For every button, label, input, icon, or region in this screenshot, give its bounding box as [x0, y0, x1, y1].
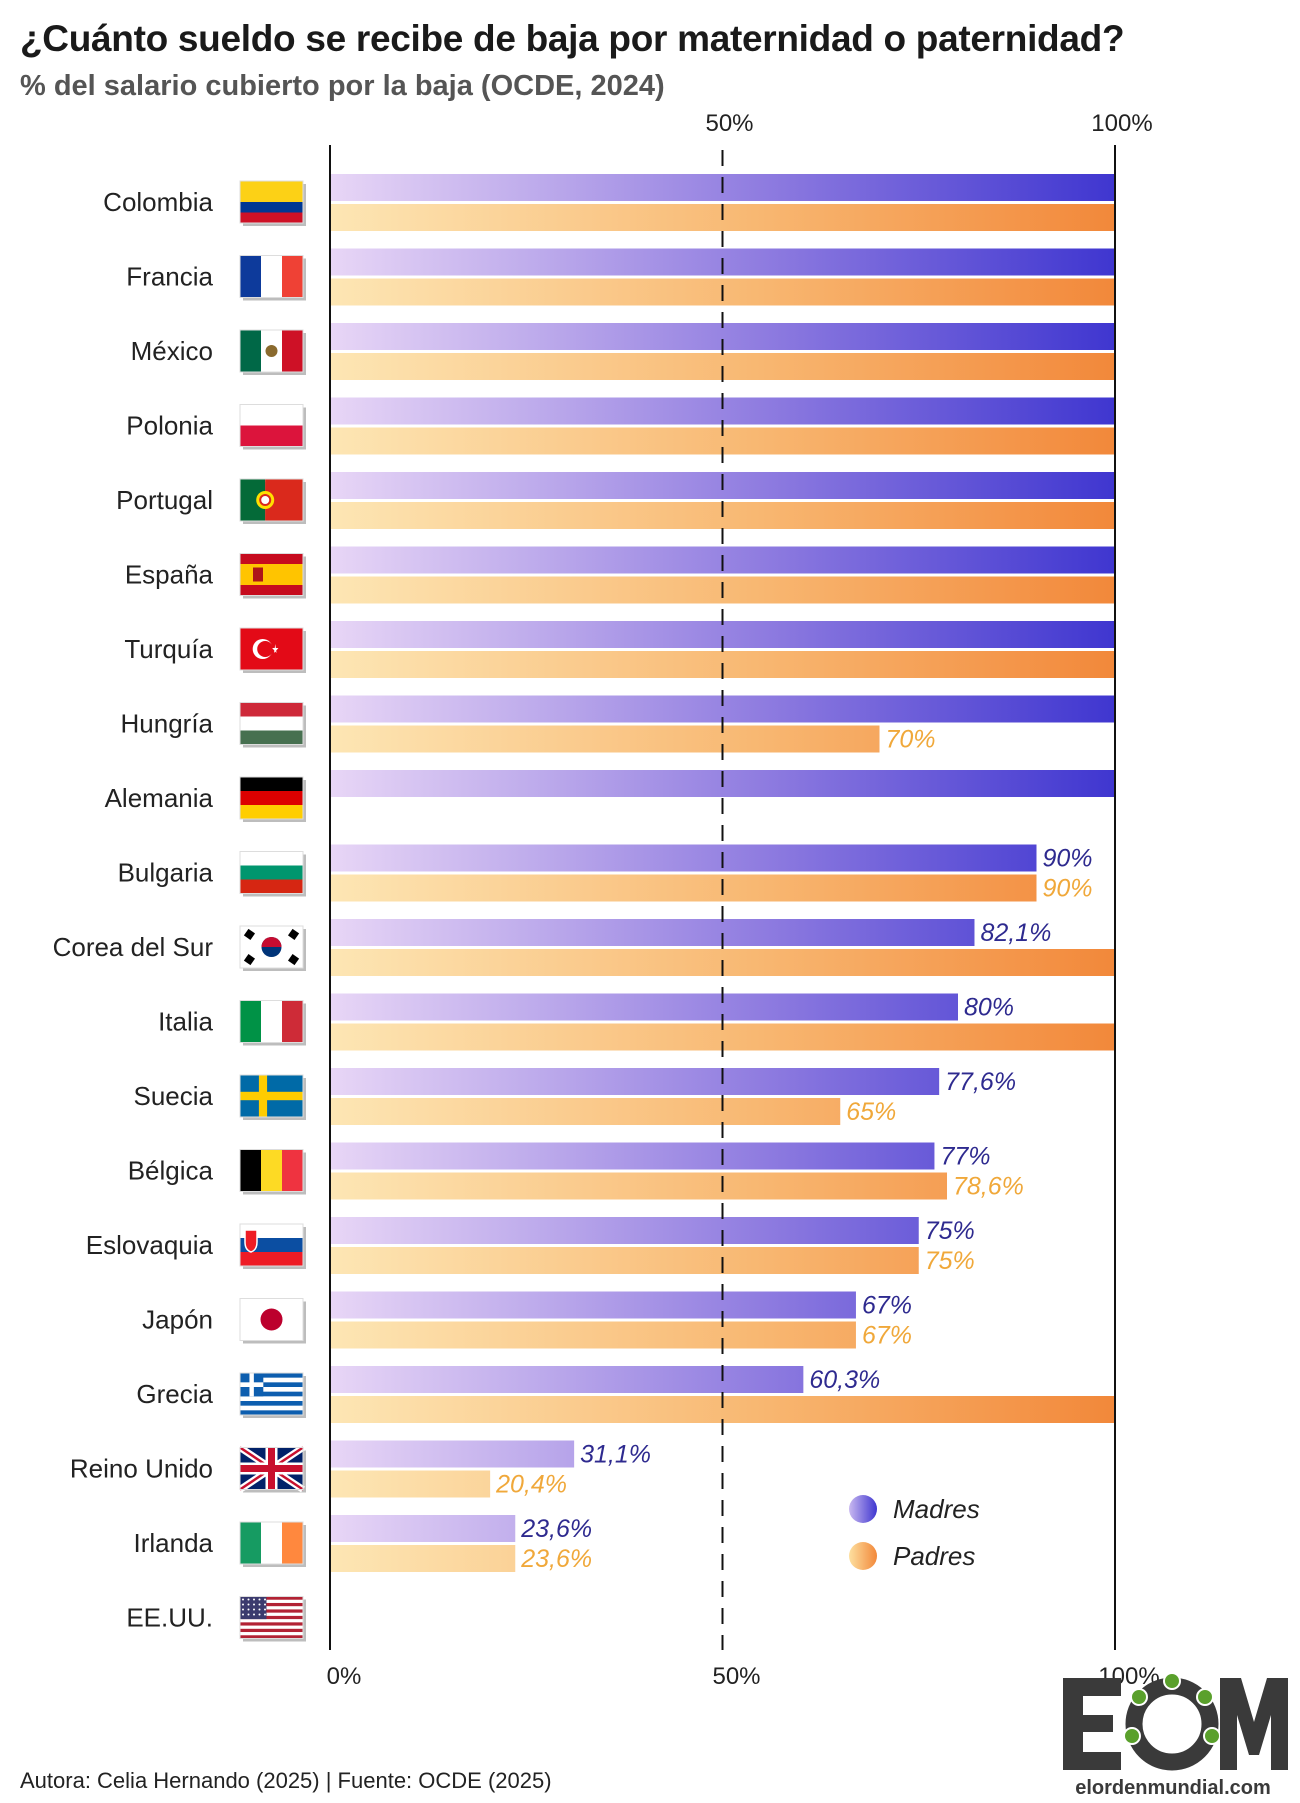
- category-label: Portugal: [116, 485, 213, 515]
- slovakia-flag: [239, 1223, 304, 1267]
- portugal-flag: [239, 478, 304, 522]
- category-label: Alemania: [105, 783, 214, 813]
- bar-madres: [331, 1217, 919, 1244]
- data-label-madres: 90%: [1043, 845, 1093, 873]
- bar-padres: [331, 874, 1037, 902]
- data-label-madres: 31,1%: [580, 1441, 651, 1469]
- uk-flag: [238, 1444, 305, 1493]
- data-label-madres: 75%: [925, 1217, 975, 1245]
- eom-logo: elordenmundial.com: [1063, 1672, 1288, 1799]
- bar-padres: [331, 1098, 841, 1125]
- bar-padres: [331, 1321, 856, 1349]
- italy-flag: [239, 1000, 304, 1043]
- category-label: Suecia: [134, 1081, 214, 1111]
- category-label: Grecia: [136, 1379, 213, 1409]
- bar-madres: [331, 919, 975, 946]
- bar-madres: [331, 1440, 575, 1468]
- data-label-padres: 67%: [862, 1322, 912, 1350]
- category-label: Turquía: [124, 634, 213, 664]
- data-label-madres: 77,6%: [945, 1068, 1016, 1096]
- spain-flag: [239, 553, 304, 596]
- bar-padres: [331, 1545, 516, 1572]
- top-tick-label: 50%: [705, 110, 753, 137]
- category-label: España: [125, 560, 214, 590]
- category-label: Corea del Sur: [53, 932, 214, 962]
- logo-site-text: elordenmundial.com: [1075, 1777, 1271, 1799]
- poland-flag: [239, 404, 304, 447]
- data-label-padres: 75%: [925, 1247, 975, 1275]
- category-label: Francia: [126, 262, 213, 292]
- category-label: Irlanda: [134, 1528, 214, 1558]
- france-flag: [239, 255, 304, 298]
- bar-chart: 50% 100%0% 50% 100%ColombiaFranciaMéxicoPol…: [53, 110, 1160, 1690]
- bar-madres: [331, 844, 1037, 872]
- category-label: EE.UU.: [126, 1603, 213, 1633]
- hungary-flag: [239, 702, 304, 745]
- bar-padres: [331, 725, 880, 753]
- data-label-madres: 67%: [862, 1292, 912, 1320]
- legend-swatch-padres: [849, 1542, 877, 1570]
- greece-flag: [239, 1372, 304, 1416]
- data-label-padres: 65%: [846, 1098, 896, 1126]
- sweden-flag: [239, 1074, 304, 1118]
- chart-subtitle: % del salario cubierto por la baja (OCDE…: [20, 70, 665, 102]
- category-label: Eslovaquia: [86, 1230, 214, 1260]
- data-label-padres: 20,4%: [495, 1471, 567, 1499]
- legend-label-madres: Madres: [893, 1494, 980, 1524]
- bar-padres: [331, 1247, 919, 1274]
- legend-label-padres: Padres: [893, 1541, 975, 1571]
- top-tick-label: 100%: [1091, 110, 1152, 137]
- data-label-madres: 82,1%: [980, 919, 1051, 947]
- south-korea-flag: [239, 925, 304, 969]
- turkey-flag: [239, 627, 304, 671]
- bar-madres: [331, 993, 958, 1021]
- category-label: Bulgaria: [118, 858, 214, 888]
- bar-madres: [331, 1068, 940, 1095]
- ireland-flag: [239, 1521, 304, 1565]
- category-label: Bélgica: [128, 1156, 214, 1186]
- bottom-tick-label: 50%: [712, 1663, 760, 1690]
- data-label-padres: 90%: [1043, 875, 1093, 903]
- category-label: Hungría: [121, 709, 214, 739]
- belgium-flag: [239, 1149, 304, 1192]
- mexico-flag: [239, 329, 304, 373]
- data-label-madres: 60,3%: [809, 1366, 880, 1394]
- data-label-madres: 23,6%: [520, 1515, 592, 1543]
- data-label-madres: 80%: [964, 994, 1014, 1022]
- bar-padres: [331, 1470, 491, 1498]
- legend-swatch-madres: [849, 1495, 877, 1523]
- bottom-tick-label: 0%: [327, 1663, 362, 1690]
- bulgaria-flag: [239, 851, 304, 894]
- category-label: Polonia: [126, 411, 213, 441]
- data-label-padres: 23,6%: [520, 1545, 592, 1573]
- source-footer: Autora: Celia Hernando (2025) | Fuente: …: [20, 1768, 552, 1793]
- category-label: Reino Unido: [70, 1454, 213, 1484]
- colombia-flag: [239, 180, 304, 224]
- bar-madres: [331, 1515, 516, 1542]
- data-label-madres: 77%: [940, 1143, 990, 1171]
- germany-flag: [239, 776, 304, 820]
- category-label: Colombia: [103, 187, 213, 217]
- bar-madres: [331, 1291, 856, 1319]
- bar-padres: [331, 1172, 948, 1200]
- japan-flag: [239, 1298, 304, 1341]
- category-label: Japón: [142, 1305, 213, 1335]
- category-label: Italia: [158, 1007, 213, 1037]
- bar-madres: [331, 1142, 935, 1170]
- usa-flag: [239, 1596, 304, 1639]
- data-label-padres: 78,6%: [953, 1173, 1024, 1201]
- bar-madres: [331, 1366, 804, 1393]
- category-label: México: [131, 336, 213, 366]
- chart-title: ¿Cuánto sueldo se recibe de baja por mat…: [20, 18, 1125, 59]
- data-label-padres: 70%: [886, 726, 936, 754]
